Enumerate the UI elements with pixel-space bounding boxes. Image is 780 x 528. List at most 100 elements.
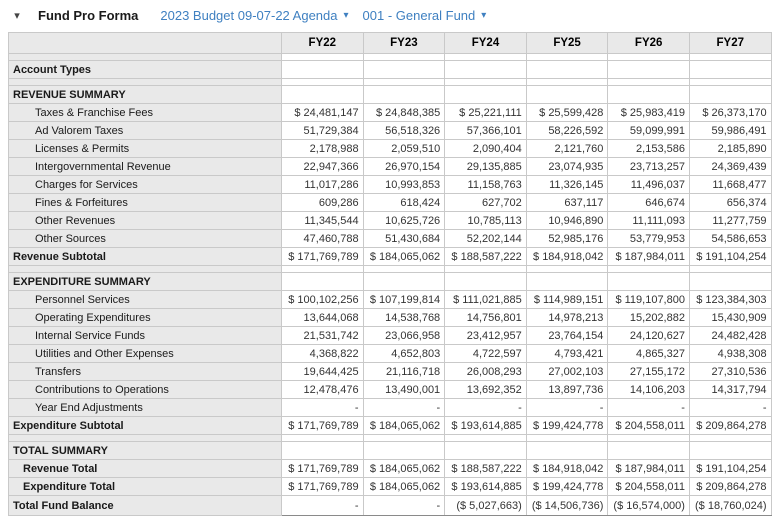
row-label xyxy=(8,265,282,273)
table-row: Other Sources 47,460,788 51,430,684 52,202,… xyxy=(8,229,772,248)
value-cell xyxy=(525,60,609,79)
table-row: Year End Adjustments - - - - - - xyxy=(8,398,772,417)
value-cell xyxy=(444,265,527,273)
value-cell: 27,155,172 xyxy=(607,362,690,381)
row-label xyxy=(8,78,282,86)
value-cell xyxy=(688,272,772,291)
value-cell: $ 24,481,147 xyxy=(281,103,364,122)
value-cell xyxy=(607,85,690,104)
value-cell: $ 184,065,062 xyxy=(362,459,446,478)
budget-dropdown[interactable]: 2023 Budget 09-07-22 Agenda ▾ xyxy=(160,8,348,23)
value-cell: 10,993,853 xyxy=(362,175,446,194)
value-cell: $ 191,104,254 xyxy=(688,247,772,266)
value-cell: 2,121,760 xyxy=(525,139,609,158)
value-cell: 27,310,536 xyxy=(688,362,772,381)
row-label: TOTAL SUMMARY xyxy=(8,441,282,460)
value-cell xyxy=(444,434,527,442)
value-cell: 646,674 xyxy=(607,193,690,212)
value-cell: $ 209,864,278 xyxy=(688,477,772,496)
value-cell xyxy=(362,60,446,79)
table-row: Internal Service Funds 21,531,742 23,066,9… xyxy=(8,326,772,345)
fund-pro-forma-container: FY22 FY23 FY24 FY25 FY26 FY27 Account Types RE… xyxy=(0,30,780,516)
column-header-fy26: FY26 xyxy=(607,32,690,54)
value-cell: - xyxy=(525,398,609,417)
value-cell xyxy=(362,265,446,273)
value-cell: 2,185,890 xyxy=(688,139,772,158)
value-cell xyxy=(362,53,446,61)
row-label: Total Fund Balance xyxy=(8,495,282,516)
value-cell: 13,897,736 xyxy=(525,380,609,399)
value-cell: ($ 18,760,024) xyxy=(688,495,772,516)
value-cell xyxy=(362,434,446,442)
value-cell xyxy=(525,441,609,460)
table-body: Account Types REVENUE SUMMARY Taxes & Fran… xyxy=(8,53,772,516)
value-cell: 57,366,101 xyxy=(444,121,527,140)
value-cell: 26,970,154 xyxy=(362,157,446,176)
row-label: Taxes & Franchise Fees xyxy=(8,103,282,122)
value-cell: 4,865,327 xyxy=(607,344,690,363)
value-cell: 27,002,103 xyxy=(525,362,609,381)
column-header-blank xyxy=(8,32,282,54)
fund-dropdown[interactable]: 001 - General Fund ▾ xyxy=(363,8,487,23)
column-header-row: FY22 FY23 FY24 FY25 FY26 FY27 xyxy=(8,32,772,54)
value-cell: 11,017,286 xyxy=(281,175,364,194)
value-cell: 29,135,885 xyxy=(444,157,527,176)
value-cell: $ 204,558,011 xyxy=(607,416,690,435)
value-cell: 637,117 xyxy=(525,193,609,212)
table-row: Total Fund Balance - - ($ 5,027,663) ($ 14,5… xyxy=(8,495,772,516)
value-cell: $ 199,424,778 xyxy=(525,477,609,496)
value-cell xyxy=(607,60,690,79)
value-cell: 52,985,176 xyxy=(525,229,609,248)
value-cell xyxy=(281,434,364,442)
value-cell: $ 187,984,011 xyxy=(607,247,690,266)
value-cell: $ 187,984,011 xyxy=(607,459,690,478)
value-cell xyxy=(688,60,772,79)
value-cell: 24,482,428 xyxy=(688,326,772,345)
value-cell: ($ 16,574,000) xyxy=(607,495,690,516)
value-cell: 59,986,491 xyxy=(688,121,772,140)
value-cell: 58,226,592 xyxy=(525,121,609,140)
table-row: Expenditure Total $ 171,769,789 $ 184,065,… xyxy=(8,477,772,496)
value-cell: $ 24,848,385 xyxy=(362,103,446,122)
budget-dropdown-label: 2023 Budget 09-07-22 Agenda xyxy=(160,7,338,23)
row-label: Intergovernmental Revenue xyxy=(8,157,282,176)
value-cell xyxy=(362,441,446,460)
value-cell: 21,116,718 xyxy=(362,362,446,381)
row-label: Fines & Forfeitures xyxy=(8,193,282,212)
value-cell: 656,374 xyxy=(688,193,772,212)
table-row: EXPENDITURE SUMMARY xyxy=(8,272,772,291)
value-cell: $ 188,587,222 xyxy=(444,459,527,478)
value-cell xyxy=(607,441,690,460)
value-cell: - xyxy=(281,495,364,516)
row-label: REVENUE SUMMARY xyxy=(8,85,282,104)
value-cell xyxy=(444,78,527,86)
value-cell: 52,202,144 xyxy=(444,229,527,248)
value-cell: - xyxy=(688,398,772,417)
value-cell: 2,090,404 xyxy=(444,139,527,158)
value-cell: 2,178,988 xyxy=(281,139,364,158)
fund-pro-forma-table: FY22 FY23 FY24 FY25 FY26 FY27 Account Types RE… xyxy=(8,32,772,516)
table-row: Revenue Total $ 171,769,789 $ 184,065,062 $… xyxy=(8,459,772,478)
table-row: Personnel Services $ 100,102,256 $ 107,199… xyxy=(8,290,772,309)
value-cell xyxy=(362,85,446,104)
value-cell: 23,713,257 xyxy=(607,157,690,176)
value-cell: 627,702 xyxy=(444,193,527,212)
collapse-caret-icon[interactable]: ▾ xyxy=(14,9,20,22)
value-cell xyxy=(525,53,609,61)
value-cell: 59,099,991 xyxy=(607,121,690,140)
value-cell xyxy=(444,53,527,61)
value-cell: 13,490,001 xyxy=(362,380,446,399)
value-cell: 14,756,801 xyxy=(444,308,527,327)
value-cell: - xyxy=(362,495,446,516)
value-cell xyxy=(607,272,690,291)
row-label: Revenue Total xyxy=(8,459,282,478)
column-header-fy25: FY25 xyxy=(525,32,609,54)
value-cell xyxy=(281,78,364,86)
value-cell: $ 184,918,042 xyxy=(525,247,609,266)
value-cell: 14,317,794 xyxy=(688,380,772,399)
value-cell: 54,586,653 xyxy=(688,229,772,248)
row-label: Expenditure Total xyxy=(8,477,282,496)
value-cell: $ 171,769,789 xyxy=(281,416,364,435)
table-row: Account Types xyxy=(8,60,772,79)
value-cell xyxy=(607,434,690,442)
